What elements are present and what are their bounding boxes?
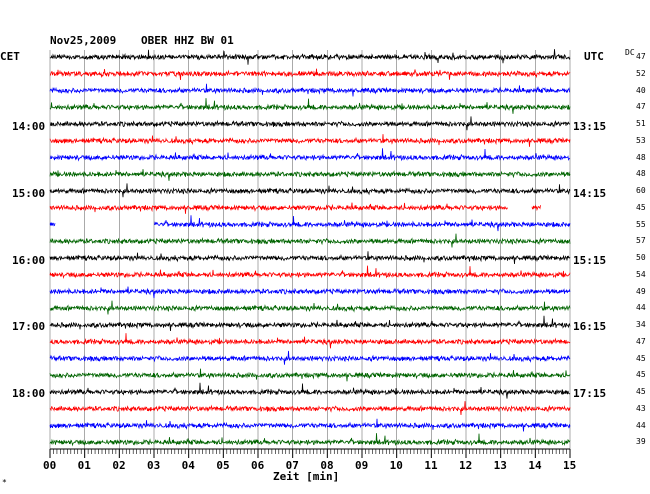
- x-tick-label: 03: [147, 459, 161, 472]
- seismogram-trace: [49, 49, 571, 65]
- dc-value: 47: [636, 52, 646, 61]
- dc-value: 44: [636, 420, 646, 430]
- dc-value: 45: [636, 202, 646, 212]
- dc-value: 47: [636, 102, 646, 112]
- right-time-label: 17:15: [573, 387, 607, 400]
- dc-value: 44: [636, 303, 646, 313]
- dc-value: 52: [636, 68, 646, 78]
- seismogram-trace: [49, 83, 570, 97]
- x-tick-label: 10: [389, 459, 403, 472]
- seismogram-trace: [49, 169, 571, 181]
- left-time-label: 18:00: [12, 387, 46, 400]
- dc-value: 54: [636, 269, 646, 279]
- seismogram-trace: [49, 350, 571, 365]
- seismogram-trace: [49, 98, 571, 114]
- seismogram-trace: [49, 215, 571, 232]
- seismogram-trace: [49, 433, 571, 447]
- dc-value: 53: [636, 135, 646, 145]
- dc-value: 45: [636, 370, 646, 380]
- x-tick-label: 06: [251, 459, 265, 472]
- dc-value: 57: [636, 236, 646, 246]
- x-tick-label: 05: [216, 459, 230, 472]
- dc-header-label: DC: [625, 48, 635, 57]
- seismogram-trace: [49, 265, 571, 280]
- x-tick-label: 15: [563, 459, 577, 472]
- seismogram-trace: [49, 202, 541, 214]
- seismogram-trace: [49, 333, 571, 349]
- seismogram-trace: [49, 183, 571, 198]
- seismogram-trace: [49, 368, 571, 382]
- x-axis-label: Zeit [min]: [273, 470, 340, 483]
- x-tick-label: 12: [459, 459, 473, 472]
- seismogram-trace: [49, 418, 571, 432]
- x-tick-label: 01: [77, 459, 91, 472]
- footer-mark: *: [2, 478, 7, 487]
- x-tick-label: 14: [528, 459, 542, 472]
- x-tick-label: 07: [285, 459, 299, 472]
- seismogram-trace: [49, 401, 571, 416]
- seismogram-trace: [49, 382, 571, 399]
- seismogram-trace: [49, 233, 571, 248]
- seismogram-trace: [49, 134, 571, 147]
- seismogram-trace: [49, 251, 571, 265]
- x-tick-label: 09: [355, 459, 369, 472]
- right-time-label: 13:15: [573, 120, 607, 133]
- station-label: OBER HHZ BW 01: [141, 34, 234, 47]
- dc-value: 34: [636, 320, 646, 329]
- dc-value: 55: [636, 219, 646, 229]
- seismogram-trace: [49, 68, 571, 81]
- x-tick-label: 04: [181, 459, 195, 472]
- dc-value: 48: [636, 152, 646, 162]
- x-tick-label: 11: [424, 459, 438, 472]
- x-tick-label: 08: [320, 459, 334, 472]
- right-time-label: 15:15: [573, 254, 607, 267]
- dc-value: 49: [636, 286, 646, 296]
- x-tick-label: 13: [493, 459, 507, 472]
- dc-value: 51: [636, 119, 646, 128]
- right-timezone-label: UTC: [584, 50, 604, 63]
- seismogram-trace: [49, 116, 571, 131]
- dc-value: 40: [636, 85, 646, 95]
- right-time-label: 16:15: [573, 320, 607, 333]
- seismogram-trace: [49, 148, 571, 162]
- left-timezone-label: CET: [0, 50, 20, 63]
- date-label: Nov25,2009: [50, 34, 117, 47]
- x-tick-label: 00: [43, 459, 57, 472]
- left-time-label: 14:00: [12, 120, 46, 133]
- seismogram-trace: [49, 315, 571, 332]
- dc-value: 45: [636, 387, 646, 396]
- seismogram-trace: [49, 300, 571, 315]
- dc-value: 43: [636, 403, 646, 413]
- right-time-label: 14:15: [573, 187, 607, 200]
- left-time-label: 17:00: [12, 320, 46, 333]
- dc-value: 60: [636, 186, 646, 195]
- dc-value: 45: [636, 353, 646, 363]
- dc-value: 39: [636, 437, 646, 447]
- dc-value: 47: [636, 336, 646, 346]
- left-time-label: 15:00: [12, 187, 46, 200]
- seismogram-trace: [49, 286, 571, 299]
- dc-value: 50: [636, 253, 646, 262]
- left-time-label: 16:00: [12, 254, 46, 267]
- x-tick-label: 02: [112, 459, 126, 472]
- dc-value: 48: [636, 169, 646, 179]
